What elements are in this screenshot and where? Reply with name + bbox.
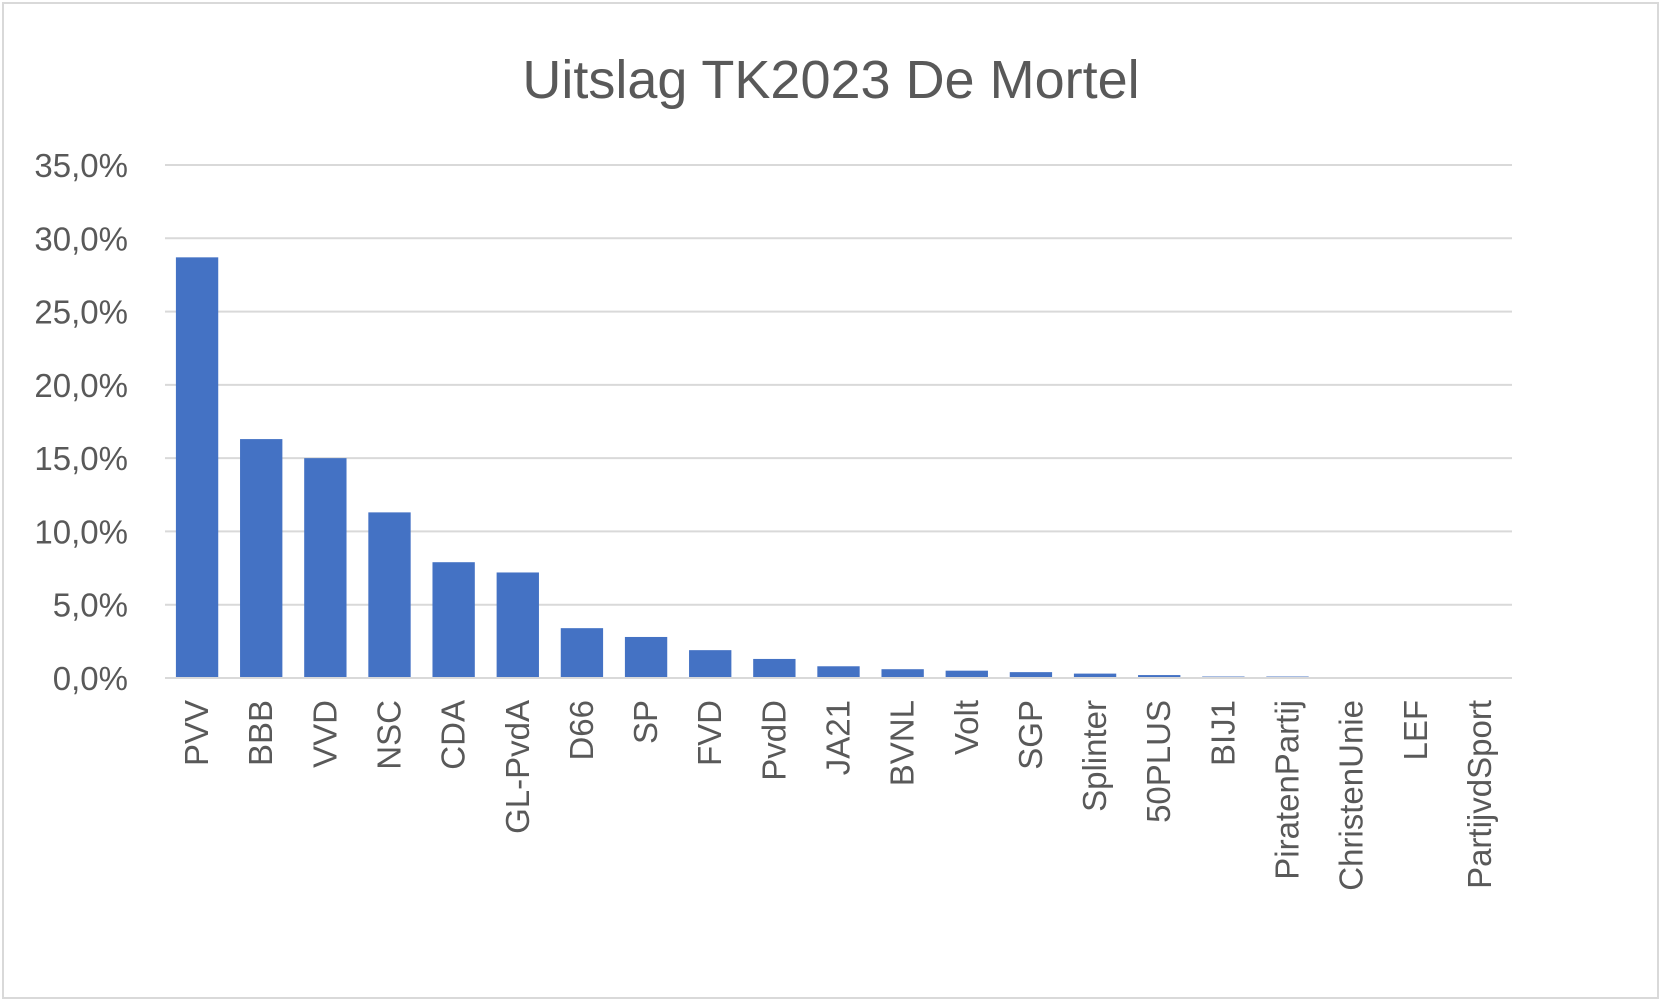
y-tick-label: 25,0% [34, 294, 128, 331]
x-tick-label: PVV [178, 700, 215, 766]
y-tick-label: 20,0% [34, 367, 128, 404]
x-axis-labels: PVV BBB VVD NSC CDA GL-PvdA D66 SP FVD PvdD JA21 BV… [178, 700, 1498, 891]
bars [175, 257, 1309, 678]
bar-splinter [1073, 673, 1117, 678]
x-tick-label: Volt [948, 700, 985, 755]
x-tick-label: PvdD [755, 700, 792, 781]
bar-pvv [175, 257, 219, 678]
x-tick-label: NSC [371, 700, 408, 770]
bar-vvd [304, 458, 347, 678]
bar-fvd [689, 650, 732, 678]
bar-cda [432, 562, 475, 678]
x-tick-label: BVNL [884, 700, 921, 786]
y-tick-label: 0,0% [53, 660, 128, 697]
chart-title: Uitslag TK2023 De Mortel [522, 50, 1139, 110]
bar-bvnl [881, 669, 924, 678]
x-tick-label: BBB [242, 700, 279, 766]
bar-sp [624, 636, 668, 678]
bar-d66 [560, 628, 604, 678]
x-tick-label: SP [627, 700, 664, 744]
x-tick-label: CDA [435, 700, 472, 770]
x-tick-label: Splinter [1076, 700, 1113, 812]
x-tick-label: D66 [563, 700, 600, 761]
x-tick-label: LEF [1397, 700, 1434, 761]
x-tick-label: SGP [1012, 700, 1049, 770]
x-tick-label: JA21 [820, 700, 857, 775]
y-axis-ticks: 0,0% 5,0% 10,0% 15,0% 20,0% 25,0% 30,0% 35,0% [34, 147, 128, 697]
x-tick-label: PiratenPartij [1269, 700, 1306, 880]
bar-volt [945, 670, 988, 678]
y-tick-label: 5,0% [53, 587, 128, 624]
gridlines [165, 164, 1512, 606]
y-tick-label: 30,0% [34, 220, 128, 257]
bar-gl-pvda [496, 572, 539, 678]
y-tick-label: 10,0% [34, 513, 128, 550]
y-tick-label: 15,0% [34, 440, 128, 477]
x-tick-label: GL-PvdA [499, 700, 536, 834]
x-tick-label: 50PLUS [1140, 700, 1177, 823]
x-tick-label: ChristenUnie [1333, 700, 1370, 891]
bar-ja21 [817, 666, 860, 678]
x-tick-label: PartijvdSport [1461, 700, 1498, 889]
x-tick-label: VVD [306, 700, 343, 768]
bar-bbb [240, 439, 283, 678]
x-tick-label: BIJ1 [1204, 700, 1241, 766]
y-tick-label: 35,0% [34, 147, 128, 184]
bar-50plus [1138, 675, 1181, 678]
x-tick-label: FVD [691, 700, 728, 766]
bar-sgp [1009, 672, 1053, 678]
bar-nsc [368, 512, 411, 678]
bar-pvdd [753, 658, 796, 678]
